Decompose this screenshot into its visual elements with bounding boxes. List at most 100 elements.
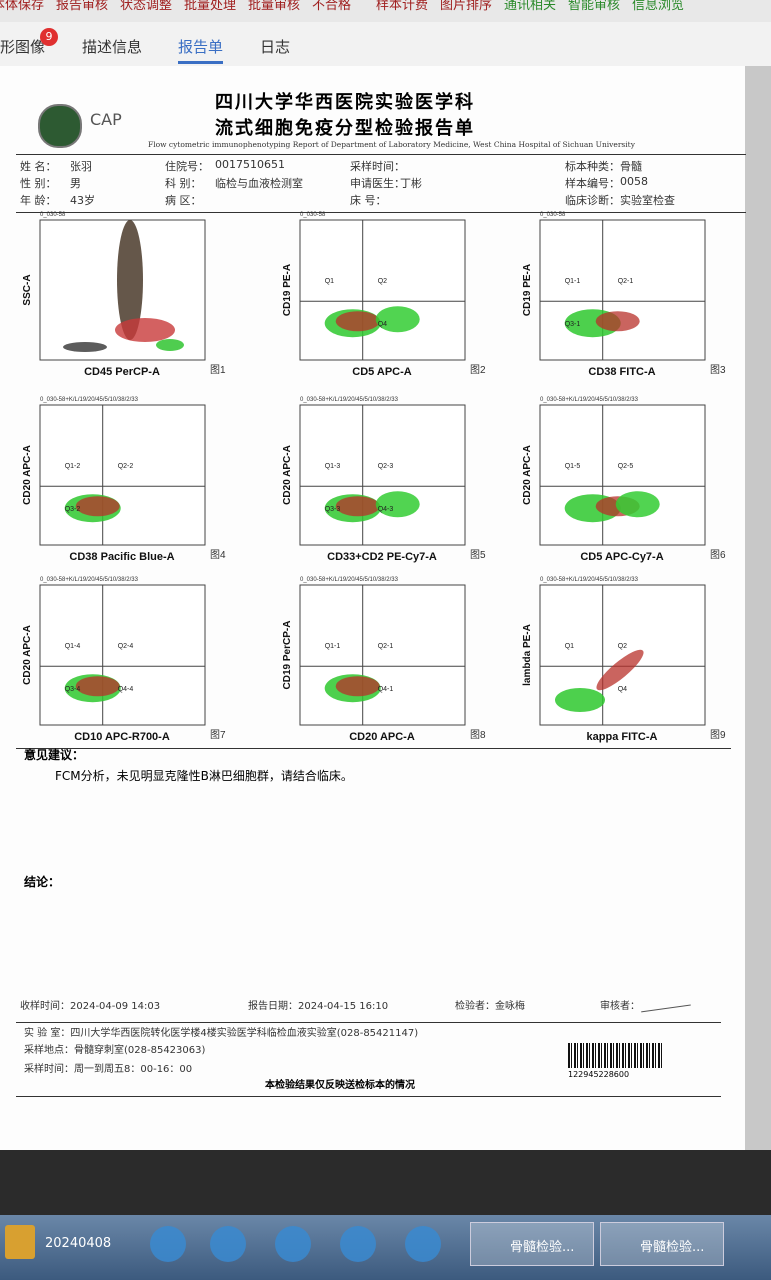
figure-label: 图7 [210,729,226,741]
report-title: 四川大学华西医院实验医学科 [215,92,475,113]
cluster [75,496,120,517]
info-label: 床 号： [350,194,387,207]
quadrant-label: Q1-3 [325,463,341,470]
plot-header: 0_030-58+K/L/19/20/45/5/10/38/2/33 [540,397,639,403]
toolbar-button[interactable]: 不合格 [312,0,352,13]
task-item[interactable]: 骨髓检验... [640,1240,705,1255]
task-icon[interactable] [340,1226,376,1262]
info-value: 男 [70,177,81,190]
toolbar-button[interactable]: 批量处理 [184,0,237,13]
info-value: 实验室检查 [620,194,675,207]
flow-plot: 0_030-58+K/L/19/20/45/5/10/38/2/33 Q1-5 Q2… [522,397,726,563]
x-axis-label: CD5 APC-Cy7-A [580,551,663,563]
cluster [117,220,143,340]
task-item[interactable]: 20240408 [45,1236,112,1251]
info-value: 0017510651 [215,158,285,171]
info-label: 科 别： [165,177,202,190]
opinion-text: FCM分析，未见明显克隆性B淋巴细胞群，请结合临床。 [55,769,353,783]
taskbar [0,1215,771,1280]
task-window[interactable] [470,1222,594,1266]
flow-plot: 0_030-58 CD45 PerCP-A SSC-A 图1 [22,212,226,378]
tab[interactable]: 描述信息 [82,38,143,56]
task-icon[interactable] [405,1226,441,1262]
info-value: 临检与血液检测室 [215,177,303,190]
task-folder [5,1225,35,1259]
plot-frame [39,584,206,726]
conclusion-label: 结论： [24,875,61,889]
quadrant-label: Q1-2 [65,463,81,470]
task-window[interactable] [600,1222,724,1266]
x-axis-label: CD33+CD2 PE-Cy7-A [327,551,437,563]
info-label: 临床诊断： [565,194,620,207]
toolbar-button[interactable]: 本体保存 [0,0,45,13]
flow-plot: 0_030-58+K/L/19/20/45/5/10/38/2/33 Q1-4 Q2… [22,577,226,743]
tab[interactable]: 日志 [260,38,291,56]
flow-plot: 0_030-58+K/L/19/20/45/5/10/38/2/33 Q1-1 Q2… [282,577,486,743]
task-icon[interactable] [275,1226,311,1262]
cluster [595,311,640,332]
plot-header: 0_030-58+K/L/19/20/45/5/10/38/2/33 [300,577,399,583]
y-axis-label: CD20 APC-A [22,445,33,505]
toolbar-button[interactable]: 通讯相关 [504,0,557,13]
footer-field: 收样时间：2024-04-09 14:03 [20,1001,161,1012]
tab[interactable]: 形图像 [0,38,46,56]
quadrant-label: Q1-1 [565,278,581,285]
y-axis-label: SSC-A [22,274,33,305]
quadrant-label: Q2-1 [378,643,394,650]
quadrant-label: Q3-4 [65,686,81,693]
plot-frame [539,219,706,361]
quadrant-label: Q1 [325,278,334,285]
y-axis-label: CD20 APC-A [282,445,293,505]
toolbar-button[interactable]: 样本计费 [376,0,429,13]
quadrant-label: Q1 [565,643,574,650]
quadrant-label: Q3-3 [325,506,341,513]
plot-frame [539,404,706,546]
footer-field: 审核者： [600,1001,640,1012]
x-axis-label: CD20 APC-A [349,731,415,743]
side-panel [745,66,771,1150]
quadrant-label: Q2-5 [618,463,634,470]
quadrant-label: Q4 [618,686,627,693]
info-value: 张羽 [70,160,92,173]
x-axis-label: CD38 Pacific Blue-A [69,551,174,563]
cluster [75,676,120,697]
figure-label: 图4 [210,549,226,561]
flow-plot: 0_030-58+K/L/19/20/45/5/10/38/2/33 Q1 Q2 Q4… [522,577,726,743]
plot-header: 0_030-58+K/L/19/20/45/5/10/38/2/33 [300,397,399,403]
info-label: 样本编号： [565,177,620,190]
plot-frame [39,404,206,546]
cluster [375,491,420,518]
cluster [335,311,380,332]
toolbar-button[interactable]: 报告审核 [56,0,109,13]
plot-header: 0_030-58+K/L/19/20/45/5/10/38/2/33 [40,397,139,403]
rule [16,1022,721,1023]
lab-line: 实 验 室：四川大学华西医院转化医学楼4楼实验医学科临检血液实验室(028-85… [24,1028,419,1039]
quadrant-label: Q2-2 [118,463,134,470]
notice: 本检验结果仅反映送检标本的情况 [265,1080,415,1091]
figure-label: 图5 [470,549,486,561]
plot-header: 0_030-58 [300,212,326,218]
toolbar-button[interactable]: 智能审核 [568,0,621,13]
plot-frame [299,404,466,546]
rule [16,154,746,155]
tab[interactable]: 报告单 [178,36,224,64]
task-icon[interactable] [210,1226,246,1262]
task-icon[interactable] [150,1226,186,1262]
quadrant-label: Q1-1 [325,643,341,650]
cluster [156,339,184,351]
info-label: 标本种类： [565,160,620,173]
flow-plot: 0_030-58 Q1-1 Q2-1 Q3-1 CD38 FITC-A CD19 PE-A… [522,212,726,378]
flow-plot: 0_030-58+K/L/19/20/45/5/10/38/2/33 Q1-2 Q2… [22,397,226,563]
toolbar-button[interactable]: 状态调整 [120,0,173,13]
toolbar-button[interactable]: 信息浏览 [632,0,685,13]
task-item[interactable]: 骨髓检验... [510,1240,575,1255]
toolbar-button[interactable]: 图片排序 [440,0,493,13]
toolbar-button[interactable]: 批量审核 [248,0,301,13]
y-axis-label: CD19 PE-A [522,264,533,316]
plot-frame [299,219,466,361]
quadrant-label: Q4 [378,321,387,328]
plot-frame [299,584,466,726]
figure-label: 图3 [710,364,726,376]
barcode [568,1043,663,1068]
cluster [596,649,644,691]
